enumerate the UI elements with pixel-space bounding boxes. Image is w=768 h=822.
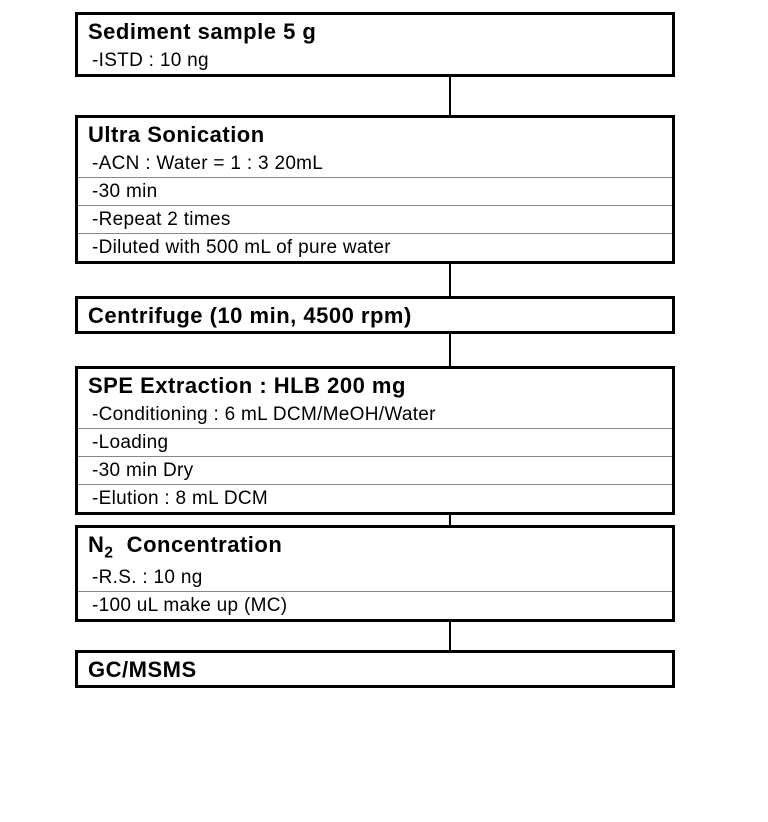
step-detail: -30 min [78, 178, 672, 206]
step-detail: -Diluted with 500 mL of pure water [78, 234, 672, 261]
step-title: GC/MSMS [78, 653, 672, 685]
step-detail: -Repeat 2 times [78, 206, 672, 234]
step-detail: -100 uL make up (MC) [78, 592, 672, 619]
flowchart-step: Sediment sample 5 g -ISTD : 10 ng [75, 12, 675, 77]
step-detail: -Loading [78, 429, 672, 457]
flowchart-connector [449, 622, 451, 650]
step-detail: -Conditioning : 6 mL DCM/MeOH/Water [78, 401, 672, 429]
step-title: N2 Concentration [78, 528, 672, 564]
flowchart-step: Ultra Sonication -ACN : Water = 1 : 3 20… [75, 115, 675, 264]
flowchart-step: N2 Concentration -R.S. : 10 ng -100 uL m… [75, 525, 675, 622]
flowchart-step: SPE Extraction : HLB 200 mg -Conditionin… [75, 366, 675, 515]
step-detail: -ACN : Water = 1 : 3 20mL [78, 150, 672, 178]
step-title: SPE Extraction : HLB 200 mg [78, 369, 672, 401]
flowchart-step: Centrifuge (10 min, 4500 rpm) [75, 296, 675, 334]
step-title: Centrifuge (10 min, 4500 rpm) [78, 299, 672, 331]
flowchart-connector [449, 264, 451, 296]
step-detail: -R.S. : 10 ng [78, 564, 672, 592]
flowchart-step: GC/MSMS [75, 650, 675, 688]
step-detail: -ISTD : 10 ng [78, 47, 672, 74]
step-detail: -30 min Dry [78, 457, 672, 485]
step-title: Ultra Sonication [78, 118, 672, 150]
flowchart-connector [449, 77, 451, 115]
flowchart-container: Sediment sample 5 g -ISTD : 10 ng Ultra … [0, 0, 768, 688]
flowchart-connector [449, 334, 451, 366]
flowchart-connector [449, 515, 451, 525]
step-detail: -Elution : 8 mL DCM [78, 485, 672, 512]
step-title: Sediment sample 5 g [78, 15, 672, 47]
